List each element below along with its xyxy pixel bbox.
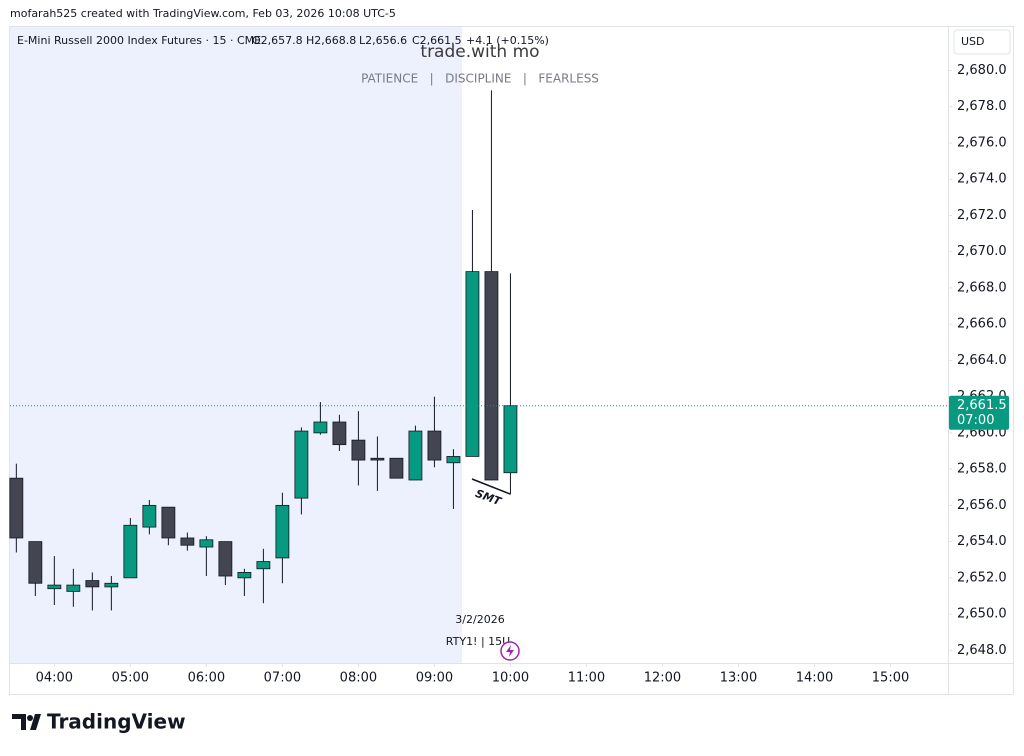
y-tick-label: 2,650.0: [957, 607, 1007, 622]
credit: mofarah525 created with TradingView.com,…: [10, 7, 396, 20]
candle-body: [237, 572, 252, 579]
y-tick-label: 2,672.0: [957, 208, 1007, 223]
session-symbol: RTY1! | 15U: [446, 635, 510, 648]
logo: TradingView: [12, 710, 186, 734]
candle-body: [256, 561, 271, 570]
x-tick-label: 13:00: [720, 671, 757, 686]
currency-box: [953, 29, 1011, 55]
currency: USD: [961, 35, 985, 48]
candle-body: [446, 456, 461, 464]
x-tick-label: 12:00: [644, 671, 681, 686]
candle-body: [332, 421, 347, 446]
change: +4.1 (+0.15%): [466, 34, 549, 47]
symbol: E-Mini Russell 2000 Index Futures · 15 ·…: [17, 34, 261, 47]
x-tick-label: 15:00: [872, 671, 909, 686]
candle-body: [389, 457, 404, 479]
candle-body: [66, 584, 81, 592]
candle-body: [104, 582, 119, 588]
candle-body: [218, 541, 233, 577]
session-shade: [10, 27, 462, 663]
last-price-box: [949, 395, 1009, 430]
session-date: 3/2/2026: [455, 613, 504, 626]
x-tick-label: 14:00: [796, 671, 833, 686]
candle-body: [313, 421, 328, 434]
y-tick-label: 2,678.0: [957, 99, 1007, 114]
y-tick-label: 2,664.0: [957, 353, 1007, 368]
y-tick-label: 2,674.0: [957, 172, 1007, 187]
candle-body: [123, 524, 138, 579]
y-tick-label: 2,670.0: [957, 244, 1007, 259]
candle-body: [294, 430, 309, 499]
ohlc-label: O2,657.8: [252, 34, 303, 47]
watermark-title: trade.with mo: [420, 42, 539, 62]
logo-dot: [27, 715, 33, 721]
candle-body: [85, 580, 100, 588]
candle-body: [161, 506, 176, 539]
candle-body: [47, 584, 62, 590]
x-tick-label: 10:00: [492, 671, 529, 686]
ohlc-label: L2,656.6: [359, 34, 407, 47]
alert-bolt: [506, 645, 514, 657]
x-tick-label: 08:00: [340, 671, 377, 686]
y-tick-label: 2,676.0: [957, 135, 1007, 150]
candle-body: [275, 504, 290, 559]
candle-body: [503, 405, 518, 474]
ohlc-label: H2,668.8: [306, 34, 356, 47]
candle-body: [28, 541, 43, 584]
smt-line: [471, 478, 511, 495]
x-tick-label: 09:00: [416, 671, 453, 686]
plot: [9, 90, 518, 611]
brand: TradingView: [47, 710, 186, 734]
logo-mark: [12, 714, 41, 730]
candle-body: [180, 537, 195, 546]
candle-body: [465, 271, 480, 457]
y-tick-label: 2,666.0: [957, 317, 1007, 332]
x-tick-label: 06:00: [188, 671, 225, 686]
candle-body: [142, 504, 157, 528]
x-tick-label: 04:00: [36, 671, 73, 686]
x-tick-label: 07:00: [264, 671, 301, 686]
candle-body: [199, 539, 214, 548]
candle-body: [9, 477, 24, 539]
candle-body: [408, 430, 423, 481]
y-tick-label: 2,680.0: [957, 63, 1007, 78]
y-tick-label: 2,656.0: [957, 498, 1007, 513]
candle-body: [351, 439, 366, 461]
x-tick-label: 05:00: [112, 671, 149, 686]
frame: [9, 26, 1014, 695]
candle-body: [370, 457, 385, 461]
y-tick-label: 2,654.0: [957, 534, 1007, 549]
watermark-subtitle: PATIENCE | DISCIPLINE | FEARLESS: [361, 72, 599, 86]
ohlc-label: C2,661.5: [412, 34, 462, 47]
candle-body: [484, 271, 499, 481]
y-tick-label: 2,652.0: [957, 570, 1007, 585]
countdown: 07:00: [957, 413, 994, 428]
y-tick-label: 2,658.0: [957, 462, 1007, 477]
x-tick-label: 11:00: [568, 671, 605, 686]
y-tick-label: 2,648.0: [957, 643, 1007, 658]
candle-body: [427, 430, 442, 461]
last-price-label: 2,661.5: [957, 398, 1007, 413]
y-tick-label: 2,668.0: [957, 280, 1007, 295]
